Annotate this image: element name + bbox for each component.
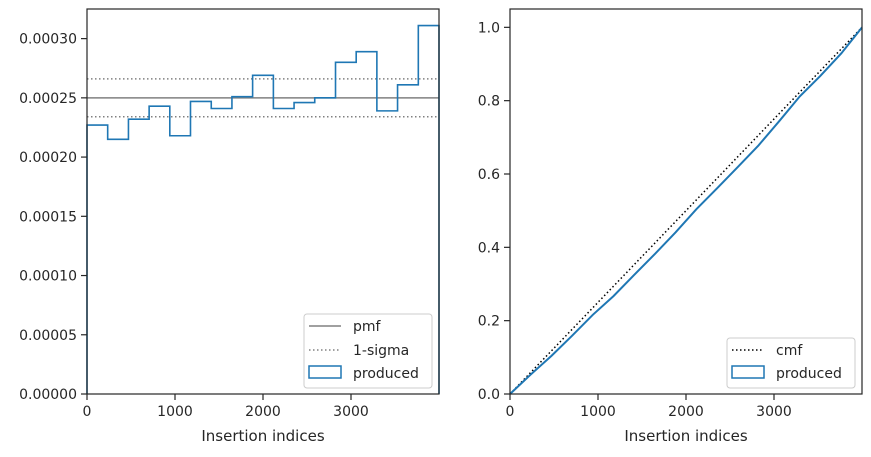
left-plot-area bbox=[86, 24, 440, 394]
right-xtick-label: 2000 bbox=[668, 404, 704, 420]
left-xtick-label: 0 bbox=[83, 404, 92, 420]
right-xtick-label: 0 bbox=[506, 404, 515, 420]
produced-cdf-line bbox=[509, 26, 863, 395]
right-panel: 0 1000 2000 3000 0.0 0.2 0.4 0.6 0.8 1.0 Insertio… bbox=[478, 8, 863, 445]
left-ytick-label: 0.00000 bbox=[19, 387, 77, 403]
right-ytick-label: 0.4 bbox=[478, 240, 500, 256]
right-axes-frame bbox=[509, 8, 863, 395]
legend-cmf-label: cmf bbox=[776, 343, 803, 359]
left-ytick-label: 0.00020 bbox=[19, 150, 77, 166]
left-ytick-label: 0.00030 bbox=[19, 32, 77, 48]
right-xtick-label: 3000 bbox=[756, 404, 792, 420]
legend-produced-cdf-swatch bbox=[731, 365, 765, 379]
left-xtick-label: 2000 bbox=[245, 404, 281, 420]
left-legend: pmf 1-sigma produced bbox=[303, 313, 433, 389]
legend-pmf-label: pmf bbox=[353, 319, 382, 335]
right-ytick-label: 0.0 bbox=[478, 387, 500, 403]
legend-produced-cdf-label: produced bbox=[776, 366, 842, 382]
legend-produced-swatch bbox=[308, 365, 342, 379]
legend-1-sigma-label: 1-sigma bbox=[353, 343, 409, 359]
right-ytick-label: 0.6 bbox=[478, 167, 500, 183]
right-xlabel: Insertion indices bbox=[624, 427, 747, 445]
right-ytick-label: 0.8 bbox=[478, 94, 500, 110]
left-xtick-label: 1000 bbox=[157, 404, 193, 420]
cmf-line bbox=[509, 26, 863, 395]
left-panel: 0 1000 2000 3000 0.00000 0.00005 0.00010 0.0001… bbox=[19, 8, 440, 445]
left-xlabel: Insertion indices bbox=[201, 427, 324, 445]
right-ytick-label: 1.0 bbox=[478, 20, 500, 36]
left-ytick-label: 0.00005 bbox=[19, 328, 77, 344]
produced-histogram bbox=[86, 24, 440, 394]
right-ticks: 0 1000 2000 3000 0.0 0.2 0.4 0.6 0.8 1.0 bbox=[478, 20, 792, 420]
right-ytick-label: 0.2 bbox=[478, 314, 500, 330]
legend-produced-label: produced bbox=[353, 366, 419, 382]
left-ytick-label: 0.00010 bbox=[19, 269, 77, 285]
left-ytick-label: 0.00015 bbox=[19, 209, 77, 225]
right-legend-box bbox=[726, 337, 856, 389]
right-legend: cmf produced bbox=[726, 337, 856, 389]
left-ticks: 0 1000 2000 3000 0.00000 0.00005 0.00010 0.0001… bbox=[19, 32, 369, 420]
left-xtick-label: 3000 bbox=[333, 404, 369, 420]
right-plot-area bbox=[509, 26, 863, 395]
left-legend-box bbox=[303, 313, 433, 389]
right-xtick-label: 1000 bbox=[580, 404, 616, 420]
left-ytick-label: 0.00025 bbox=[19, 91, 77, 107]
